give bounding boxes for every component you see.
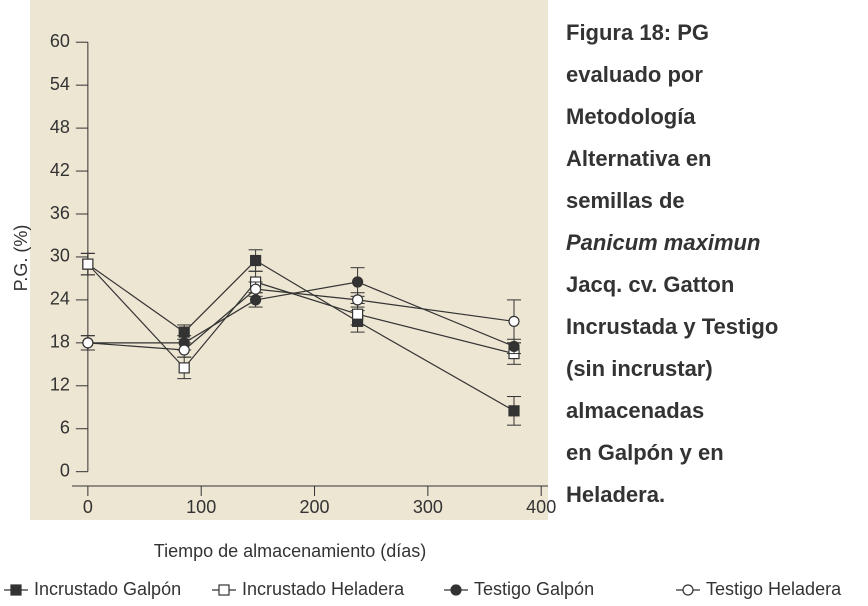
y-tick-label: 6: [60, 417, 70, 437]
y-tick-label: 36: [50, 203, 70, 223]
y-tick-label: 42: [50, 160, 70, 180]
x-axis-label: Tiempo de almacenamiento (días): [154, 541, 426, 561]
legend-label: Incrustado Heladera: [242, 579, 405, 599]
marker: [178, 362, 190, 374]
chart-title: Heladera.: [566, 482, 665, 507]
chart-title: en Galpón y en: [566, 440, 724, 465]
y-tick-label: 48: [50, 117, 70, 137]
x-tick-label: 300: [413, 497, 443, 517]
legend-marker: [450, 584, 462, 596]
chart-title: evaluado por: [566, 62, 703, 87]
marker: [508, 405, 520, 417]
x-tick-label: 200: [300, 497, 330, 517]
marker: [508, 315, 520, 327]
y-tick-label: 12: [50, 375, 70, 395]
chart-title: (sin incrustar): [566, 356, 713, 381]
chart-title: semillas de: [566, 188, 685, 213]
y-tick-label: 30: [50, 246, 70, 266]
marker: [352, 308, 364, 320]
legend-label: Incrustado Galpón: [34, 579, 181, 599]
marker: [250, 283, 262, 295]
x-tick-label: 400: [526, 497, 556, 517]
chart-title: Jacq. cv. Gatton: [566, 272, 734, 297]
marker: [250, 254, 262, 267]
y-tick-label: 24: [50, 289, 70, 309]
chart-title: Panicum maximun: [566, 230, 760, 255]
y-tick-label: 0: [60, 460, 70, 480]
legend-label: Testigo Heladera: [706, 579, 842, 599]
chart-title: Figura 18: PG: [566, 20, 709, 45]
marker: [352, 276, 364, 288]
marker: [82, 258, 94, 270]
marker: [178, 344, 190, 356]
plot-background: [30, 0, 548, 520]
chart-title: Incrustada y Testigo: [566, 314, 778, 339]
y-tick-label: 60: [50, 31, 70, 51]
legend-marker: [218, 584, 230, 596]
y-tick-label: 18: [50, 332, 70, 352]
marker: [82, 337, 94, 349]
legend-label: Testigo Galpón: [474, 579, 594, 599]
x-tick-label: 0: [83, 497, 93, 517]
x-tick-label: 100: [186, 497, 216, 517]
chart-title: almacenadas: [566, 398, 704, 423]
legend-marker: [682, 584, 694, 596]
legend-marker: [10, 584, 22, 596]
chart-title: Metodología: [566, 104, 696, 129]
y-axis-label: P.G. (%): [11, 225, 31, 292]
marker: [352, 294, 364, 306]
y-tick-label: 54: [50, 74, 70, 94]
chart-title: Alternativa en: [566, 146, 712, 171]
